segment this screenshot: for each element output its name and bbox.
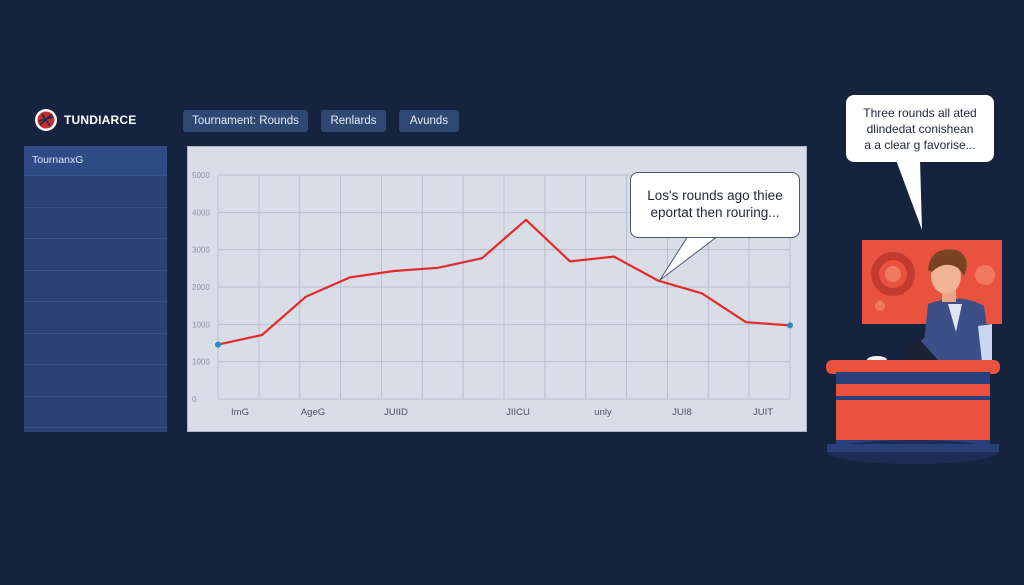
x-tick-label: JUI8 bbox=[672, 407, 692, 418]
tab-tournament-rounds[interactable]: Tournament: Rounds bbox=[183, 110, 308, 132]
callout-tail bbox=[896, 160, 922, 230]
y-tick-label: 3000 bbox=[192, 246, 210, 255]
emblem-icon bbox=[35, 109, 57, 131]
chart-callout: Los's rounds ago thiee eportat then rour… bbox=[630, 172, 800, 238]
studio-screen bbox=[862, 240, 1002, 324]
speech-line: dlindedat conishean bbox=[866, 122, 974, 136]
brand-name: TUNDIARCE bbox=[64, 113, 137, 127]
callout-line: eportat then rouring... bbox=[650, 205, 780, 220]
series-endpoint bbox=[215, 341, 221, 348]
x-tick-label: JIICU bbox=[506, 407, 530, 418]
sidebar-empty-row[interactable] bbox=[24, 271, 167, 302]
series-line bbox=[217, 218, 791, 346]
y-tick-label: 2000 bbox=[192, 283, 210, 292]
sidebar-empty-row[interactable] bbox=[24, 334, 167, 365]
sidebar-empty-row[interactable] bbox=[24, 176, 167, 208]
brand-logo: TUNDIARCE bbox=[34, 108, 136, 132]
host-speech-bubble: Three rounds all ated dlindedat conishea… bbox=[846, 95, 994, 162]
news-host-figure bbox=[905, 249, 992, 362]
tab-avunds[interactable]: Avunds bbox=[399, 110, 459, 132]
sidebar-empty-row[interactable] bbox=[24, 365, 167, 397]
sidebar-empty-row[interactable] bbox=[24, 239, 167, 271]
sidebar: TournanxG bbox=[24, 146, 167, 432]
y-tick-label: 5000 bbox=[192, 171, 210, 180]
sidebar-empty-row[interactable] bbox=[24, 302, 167, 334]
speech-line: Three rounds all ated bbox=[863, 106, 977, 120]
x-tick-label: ImG bbox=[231, 407, 249, 418]
x-tick-label: JUIT bbox=[753, 407, 773, 418]
y-tick-label: 4000 bbox=[192, 208, 210, 217]
sidebar-item-tournament[interactable]: TournanxG bbox=[24, 146, 167, 176]
y-tick-label: 1000 bbox=[192, 358, 210, 367]
y-tick-label: 1000 bbox=[192, 320, 210, 329]
series-endpoint bbox=[787, 322, 793, 329]
sidebar-empty-row[interactable] bbox=[24, 208, 167, 239]
y-tick-label: 0 bbox=[192, 395, 197, 404]
x-tick-label: unly bbox=[594, 407, 612, 418]
x-tick-label: JUIID bbox=[384, 407, 408, 418]
sidebar-empty-row[interactable] bbox=[24, 397, 167, 428]
callout-line: Los's rounds ago thiee bbox=[647, 188, 783, 203]
x-tick-label: AgeG bbox=[301, 407, 325, 418]
news-desk bbox=[826, 340, 1000, 464]
speech-line: a a clear g favorise... bbox=[864, 138, 976, 152]
tab-renlards[interactable]: Renlards bbox=[321, 110, 386, 132]
